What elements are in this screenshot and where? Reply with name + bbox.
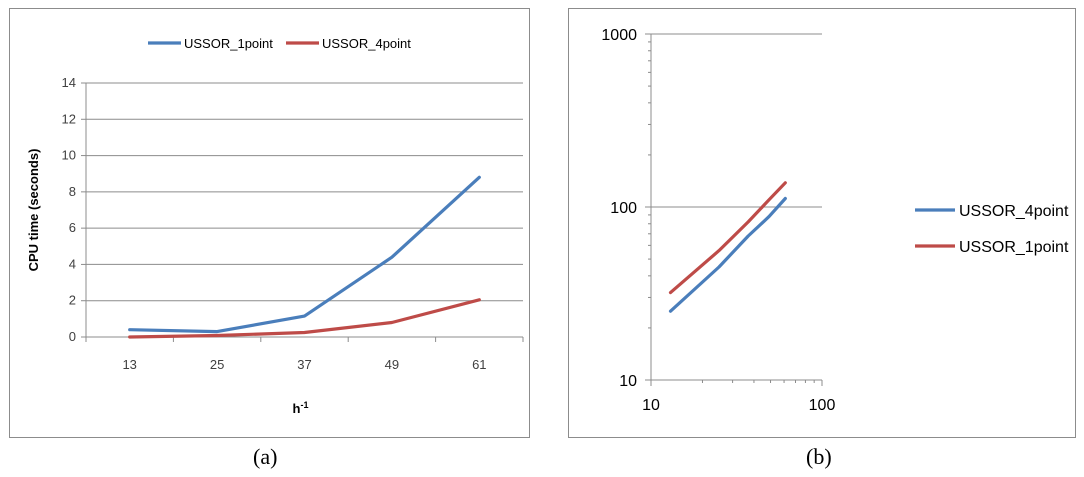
y-tick-label: 14 bbox=[62, 75, 76, 90]
chart-panel-b: 10 100 1000 10 100 USSOR_4point USSOR_1point bbox=[568, 8, 1076, 438]
series-line-ussor-4point bbox=[668, 196, 787, 313]
y-axis-label: CPU time (seconds) bbox=[26, 149, 41, 272]
y-tick-label: 8 bbox=[69, 184, 76, 199]
x-tick-label: 10 bbox=[642, 397, 660, 414]
y-tick-label: 100 bbox=[610, 200, 637, 217]
chart-panel-a: 0 2 4 6 8 10 12 14 13 25 37 49 61 h-1 CPU time (second… bbox=[9, 8, 530, 438]
y-tick-label: 10 bbox=[619, 373, 637, 390]
y-tick-label: 6 bbox=[69, 220, 76, 235]
y-tick-label: 1000 bbox=[601, 27, 637, 44]
x-tick-label: 100 bbox=[809, 397, 836, 414]
legend-label-ussor-1point: USSOR_1point bbox=[959, 239, 1069, 256]
x-tick-label: 25 bbox=[210, 357, 224, 372]
y-tick-label: 2 bbox=[69, 293, 76, 308]
legend-label-ussor-1point: USSOR_1point bbox=[184, 36, 273, 51]
x-tick-label: 61 bbox=[472, 357, 486, 372]
y-tick-label: 4 bbox=[69, 256, 76, 271]
series-line-ussor-1point bbox=[128, 175, 481, 334]
series-line-ussor-1point bbox=[668, 181, 787, 295]
y-tick-label: 12 bbox=[62, 111, 76, 126]
y-tick-label: 10 bbox=[62, 148, 76, 163]
y-tick-label: 0 bbox=[69, 329, 76, 344]
legend-label-ussor-4point: USSOR_4point bbox=[959, 203, 1069, 220]
x-tick-label: 37 bbox=[297, 357, 311, 372]
series-line-ussor-4point bbox=[128, 298, 481, 339]
legend-label-ussor-4point: USSOR_4point bbox=[322, 36, 411, 51]
chart-a-svg: 0 2 4 6 8 10 12 14 13 25 37 49 61 h-1 CPU time (second… bbox=[26, 36, 524, 416]
caption-b: (b) bbox=[806, 444, 832, 469]
x-tick-label: 49 bbox=[385, 357, 399, 372]
x-axis-label: h-1 bbox=[293, 400, 309, 416]
chart-b-svg: 10 100 1000 10 100 USSOR_4point USSOR_1point bbox=[601, 27, 1069, 414]
caption-a: (a) bbox=[253, 444, 278, 469]
x-tick-label: 13 bbox=[122, 357, 136, 372]
